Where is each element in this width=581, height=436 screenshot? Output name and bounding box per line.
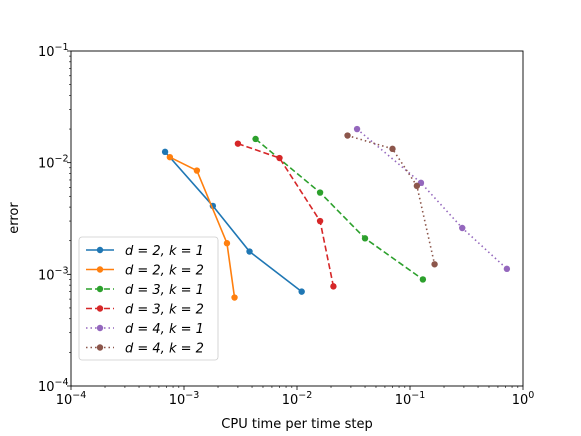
series-5-point-0 [344,132,351,139]
series-2-point-1 [316,189,324,196]
series-3-point-3 [330,283,337,290]
series-3-point-2 [316,217,324,225]
series-2-point-0 [252,135,259,143]
legend-label-5: d = 4, k = 2 [125,342,204,357]
series-4-point-3 [503,265,511,273]
series-line-5 [347,134,436,265]
series-0-point-3 [298,288,305,295]
series-1-point-2 [223,240,231,247]
series-1-point-3 [231,294,238,301]
series-2-point-2 [361,235,369,242]
legend-marker-0 [96,246,104,254]
legend-label-1: d = 2, k = 2 [125,264,204,279]
series-line-3 [237,142,335,287]
legend-marker-4 [96,324,104,332]
legend-marker-3 [96,305,104,312]
legend-frame [78,236,219,361]
series-2-point-3 [419,276,427,283]
series-0-point-0 [161,148,169,156]
legend-label-0: d = 2, k = 1 [125,244,204,259]
series-0-point-2 [246,248,253,255]
series-4-point-0 [353,125,361,133]
series-5-point-1 [389,145,396,153]
legend-label-4: d = 4, k = 1 [125,322,204,337]
legend-label-2: d = 3, k = 1 [125,283,204,298]
series-3-point-0 [234,140,242,147]
series-line-4 [356,128,508,270]
legend-marker-5 [96,344,104,351]
legend-label-3: d = 3, k = 2 [125,303,204,318]
series-3-point-1 [276,154,283,162]
plot-frame [70,50,524,387]
x-axis-label: CPU time per time step [221,417,372,432]
series-line-0 [164,151,303,293]
legend: d = 2, k = 1 d = 2, k = 2 d = 3, k = 1 d = … [78,236,219,361]
series-1-point-1 [193,167,201,174]
series-line-1 [169,156,236,298]
legend-marker-2 [96,285,104,293]
series-4-point-2 [459,224,466,232]
series-5-point-2 [413,182,421,190]
series-layer [161,125,511,301]
series-5-point-3 [431,261,438,268]
legend-marker-1 [96,266,104,273]
series-line-2 [255,138,424,281]
series-1-point-0 [166,153,174,161]
y-axis-label: error [7,202,22,234]
